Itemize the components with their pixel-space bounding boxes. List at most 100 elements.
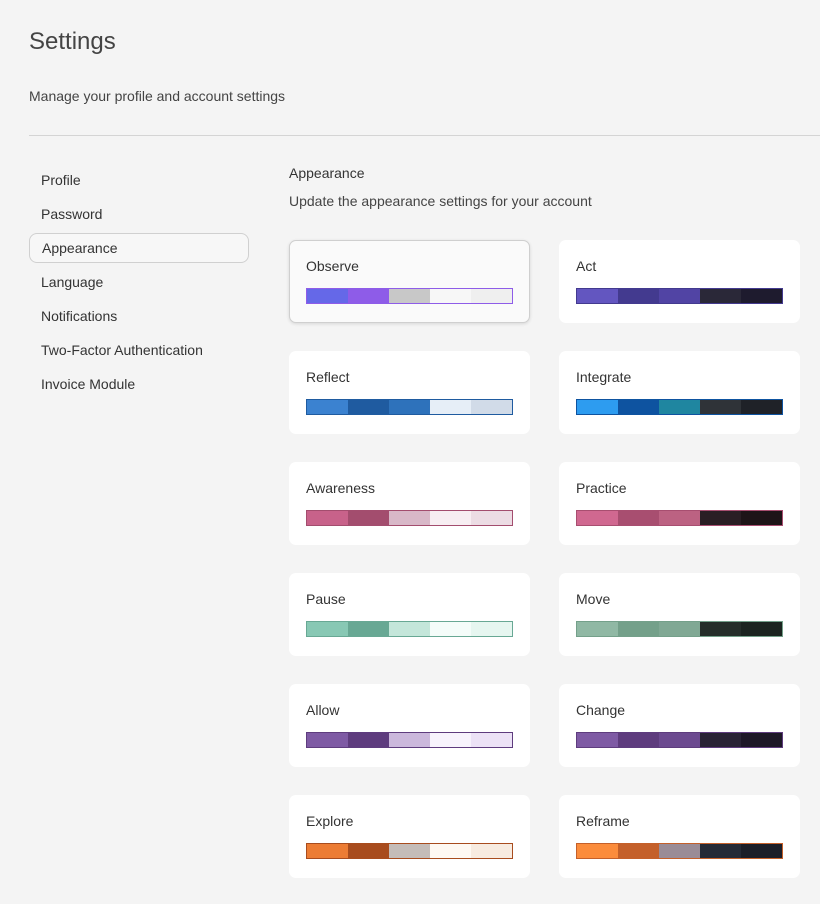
color-swatch-bar xyxy=(576,732,783,748)
color-swatch xyxy=(577,289,618,303)
color-swatch xyxy=(389,622,430,636)
color-swatch xyxy=(577,511,618,525)
color-swatch-bar xyxy=(576,621,783,637)
color-swatch xyxy=(700,622,741,636)
color-swatch-bar xyxy=(306,399,513,415)
theme-name: Explore xyxy=(306,813,354,829)
color-swatch xyxy=(430,622,471,636)
theme-card[interactable]: Integrate xyxy=(559,351,800,434)
theme-name: Observe xyxy=(306,258,359,274)
theme-name: Reframe xyxy=(576,813,630,829)
theme-card[interactable]: Explore xyxy=(289,795,530,878)
theme-name: Awareness xyxy=(306,480,376,496)
nav-item[interactable]: Language xyxy=(41,274,104,290)
color-swatch xyxy=(348,844,389,858)
theme-card[interactable]: Reframe xyxy=(559,795,800,878)
theme-card[interactable]: Allow xyxy=(289,684,530,767)
theme-card[interactable]: Act xyxy=(559,240,800,323)
color-swatch xyxy=(618,733,659,747)
theme-card[interactable]: Observe xyxy=(289,240,530,323)
color-swatch xyxy=(659,733,700,747)
color-swatch xyxy=(618,844,659,858)
nav-item[interactable]: Two-Factor Authentication xyxy=(41,342,203,358)
color-swatch xyxy=(659,289,700,303)
color-swatch xyxy=(307,844,348,858)
color-swatch-bar xyxy=(306,288,513,304)
theme-card[interactable]: Awareness xyxy=(289,462,530,545)
color-swatch xyxy=(307,622,348,636)
nav-item[interactable]: Appearance xyxy=(29,233,249,263)
theme-card[interactable]: Change xyxy=(559,684,800,767)
color-swatch xyxy=(348,400,389,414)
color-swatch xyxy=(389,733,430,747)
color-swatch xyxy=(700,511,741,525)
theme-name: Move xyxy=(576,591,611,607)
color-swatch xyxy=(700,844,741,858)
color-swatch xyxy=(700,733,741,747)
color-swatch xyxy=(741,733,782,747)
color-swatch xyxy=(348,733,389,747)
color-swatch-bar xyxy=(306,621,513,637)
color-swatch xyxy=(741,511,782,525)
color-swatch xyxy=(471,400,512,414)
section-title: Appearance xyxy=(289,165,365,181)
color-swatch xyxy=(307,289,348,303)
color-swatch xyxy=(348,622,389,636)
color-swatch-bar xyxy=(576,510,783,526)
color-swatch xyxy=(741,622,782,636)
nav-item[interactable]: Invoice Module xyxy=(41,376,136,392)
color-swatch xyxy=(577,844,618,858)
color-swatch xyxy=(700,289,741,303)
theme-card[interactable]: Reflect xyxy=(289,351,530,434)
theme-name: Change xyxy=(576,702,626,718)
color-swatch-bar xyxy=(306,732,513,748)
color-swatch xyxy=(430,511,471,525)
theme-name: Pause xyxy=(306,591,346,607)
color-swatch xyxy=(741,844,782,858)
color-swatch xyxy=(471,733,512,747)
nav-item[interactable]: Password xyxy=(41,206,103,222)
color-swatch xyxy=(741,400,782,414)
color-swatch xyxy=(471,844,512,858)
color-swatch xyxy=(430,733,471,747)
color-swatch xyxy=(389,844,430,858)
theme-card[interactable]: Practice xyxy=(559,462,800,545)
color-swatch xyxy=(430,289,471,303)
theme-name: Allow xyxy=(306,702,340,718)
color-swatch xyxy=(348,511,389,525)
color-swatch-bar xyxy=(576,399,783,415)
color-swatch xyxy=(659,400,700,414)
theme-name: Integrate xyxy=(576,369,632,385)
color-swatch xyxy=(618,289,659,303)
color-swatch xyxy=(389,400,430,414)
color-swatch xyxy=(471,622,512,636)
divider xyxy=(29,135,820,136)
color-swatch xyxy=(577,400,618,414)
color-swatch xyxy=(471,289,512,303)
theme-name: Practice xyxy=(576,480,627,496)
color-swatch xyxy=(389,511,430,525)
color-swatch xyxy=(348,289,389,303)
nav-item[interactable]: Notifications xyxy=(41,308,118,324)
color-swatch xyxy=(659,622,700,636)
color-swatch xyxy=(430,400,471,414)
page-title: Settings xyxy=(29,28,116,55)
color-swatch-bar xyxy=(306,510,513,526)
nav-item[interactable]: Profile xyxy=(41,172,81,188)
color-swatch-bar xyxy=(576,843,783,859)
color-swatch xyxy=(741,289,782,303)
color-swatch xyxy=(577,733,618,747)
theme-card[interactable]: Pause xyxy=(289,573,530,656)
color-swatch xyxy=(307,400,348,414)
color-swatch xyxy=(471,511,512,525)
color-swatch xyxy=(389,289,430,303)
color-swatch xyxy=(659,511,700,525)
theme-card[interactable]: Move xyxy=(559,573,800,656)
page-subtitle: Manage your profile and account settings xyxy=(29,88,286,104)
section-description: Update the appearance settings for your … xyxy=(289,193,592,209)
color-swatch xyxy=(307,733,348,747)
theme-name: Act xyxy=(576,258,597,274)
color-swatch xyxy=(577,622,618,636)
color-swatch xyxy=(430,844,471,858)
